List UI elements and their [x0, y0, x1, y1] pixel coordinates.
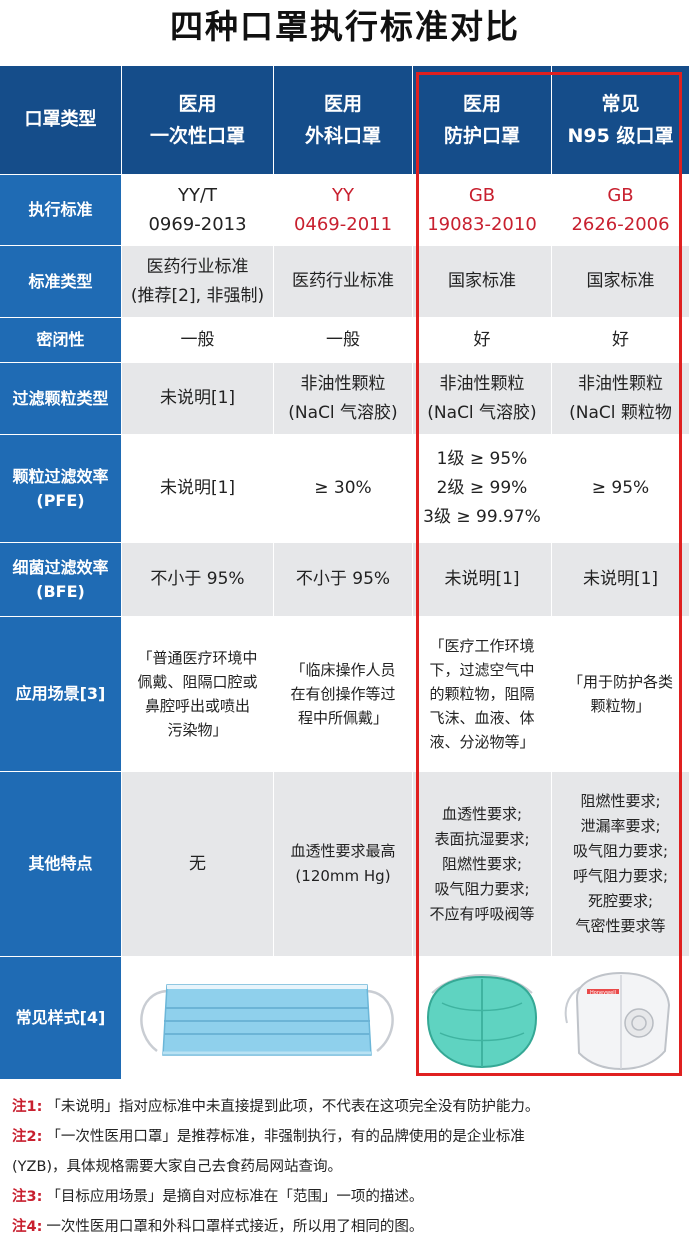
- mask-brand-label: Honeywell: [590, 990, 616, 996]
- cell-standard-type-disposable: 医药行业标准 (推荐[2], 非强制): [122, 246, 274, 318]
- row-label-style: 常见样式[4]: [0, 957, 122, 1080]
- row-label-bfe: 细菌过滤效率 (BFE): [0, 543, 122, 617]
- cell-pfe-surgical: ≥ 30%: [274, 435, 413, 543]
- row-label-seal: 密闭性: [0, 318, 122, 363]
- cell-standard-type-protective: 国家标准: [413, 246, 552, 318]
- note-text: 一次性医用口罩和外科口罩样式接近，所以用了相同的图。: [46, 1219, 424, 1235]
- page-title: 四种口罩执行标准对比: [170, 7, 520, 46]
- note-key: 注1:: [12, 1099, 43, 1115]
- cell-particle-type-n95: 非油性颗粒 (NaCl 颗粒物: [552, 363, 690, 435]
- cell-standard-surgical: YY 0469-2011: [274, 175, 413, 246]
- protective-mask-image: [413, 957, 552, 1080]
- note-2-continued: (YZB)，具体规格需要大家自己去食药局网站查询。: [12, 1152, 682, 1182]
- cell-particle-type-protective: 非油性颗粒 (NaCl 气溶胶): [413, 363, 552, 435]
- row-label-application: 应用场景[3]: [0, 617, 122, 772]
- note-text: 「目标应用场景」是摘自对应标准在「范围」一项的描述。: [46, 1189, 424, 1205]
- note-2: 注2: 「一次性医用口罩」是推荐标准，非强制执行，有的品牌使用的是企业标准: [12, 1122, 682, 1152]
- n95-mask-image: Honeywell: [552, 957, 690, 1080]
- cell-seal-protective: 好: [413, 318, 552, 363]
- note-text: 「未说明」指对应标准中未直接提到此项，不代表在这项完全没有防护能力。: [46, 1099, 540, 1115]
- cell-standard-type-n95: 国家标准: [552, 246, 690, 318]
- note-key: 注2:: [12, 1129, 43, 1145]
- cell-seal-surgical: 一般: [274, 318, 413, 363]
- cell-particle-type-surgical: 非油性颗粒 (NaCl 气溶胶): [274, 363, 413, 435]
- note-1: 注1: 「未说明」指对应标准中未直接提到此项，不代表在这项完全没有防护能力。: [12, 1092, 682, 1122]
- cell-pfe-disposable: 未说明[1]: [122, 435, 274, 543]
- header-col-disposable: 医用 一次性口罩: [122, 66, 274, 175]
- cell-application-surgical: 「临床操作人员 在有创操作等过 程中所佩戴」: [274, 617, 413, 772]
- cell-seal-n95: 好: [552, 318, 690, 363]
- surgical-mask-icon: [140, 984, 394, 1056]
- row-label-features: 其他特点: [0, 772, 122, 957]
- note-text: 「一次性医用口罩」是推荐标准，非强制执行，有的品牌使用的是企业标准: [46, 1129, 525, 1145]
- header-col-protective: 医用 防护口罩: [413, 66, 552, 175]
- note-4: 注4: 一次性医用口罩和外科口罩样式接近，所以用了相同的图。: [12, 1212, 682, 1242]
- footnotes: 注1: 「未说明」指对应标准中未直接提到此项，不代表在这项完全没有防护能力。 注2…: [12, 1092, 682, 1242]
- note-key: 注4:: [12, 1219, 43, 1235]
- cell-particle-type-disposable: 未说明[1]: [122, 363, 274, 435]
- comparison-table: 口罩类型 医用 一次性口罩 医用 外科口罩 医用 防护口罩 常见 N95 级口罩…: [0, 66, 690, 1080]
- cell-bfe-surgical: 不小于 95%: [274, 543, 413, 617]
- cell-standard-type-surgical: 医药行业标准: [274, 246, 413, 318]
- cell-standard-n95: GB 2626-2006: [552, 175, 690, 246]
- cell-seal-disposable: 一般: [122, 318, 274, 363]
- cell-application-disposable: 「普通医疗环境中 佩戴、阻隔口腔或 鼻腔呼出或喷出 污染物」: [122, 617, 274, 772]
- header-col-n95: 常见 N95 级口罩: [552, 66, 690, 175]
- row-label-particle-type: 过滤颗粒类型: [0, 363, 122, 435]
- row-label-pfe: 颗粒过滤效率 (PFE): [0, 435, 122, 543]
- cell-pfe-n95: ≥ 95%: [552, 435, 690, 543]
- surgical-mask-image: [122, 957, 413, 1080]
- cell-application-n95: 「用于防护各类 颗粒物」: [552, 617, 690, 772]
- row-label-standard: 执行标准: [0, 175, 122, 246]
- cell-features-surgical: 血透性要求最高 (120mm Hg): [274, 772, 413, 957]
- protective-mask-icon: [426, 974, 538, 1069]
- cell-bfe-protective: 未说明[1]: [413, 543, 552, 617]
- header-corner: 口罩类型: [0, 66, 122, 175]
- cell-features-protective: 血透性要求; 表面抗湿要求; 阻燃性要求; 吸气阻力要求; 不应有呼吸阀等: [413, 772, 552, 957]
- cell-features-disposable: 无: [122, 772, 274, 957]
- cell-application-protective: 「医疗工作环境 下，过滤空气中 的颗粒物，阻隔 飞沫、血液、体 液、分泌物等」: [413, 617, 552, 772]
- note-key: 注3:: [12, 1189, 43, 1205]
- n95-mask-icon: Honeywell: [564, 971, 670, 1071]
- cell-pfe-protective: 1级 ≥ 95% 2级 ≥ 99% 3级 ≥ 99.97%: [413, 435, 552, 543]
- cell-standard-protective: GB 19083-2010: [413, 175, 552, 246]
- note-text: (YZB)，具体规格需要大家自己去食药局网站查询。: [12, 1159, 343, 1175]
- cell-bfe-n95: 未说明[1]: [552, 543, 690, 617]
- cell-standard-disposable: YY/T 0969-2013: [122, 175, 274, 246]
- cell-bfe-disposable: 不小于 95%: [122, 543, 274, 617]
- row-label-standard-type: 标准类型: [0, 246, 122, 318]
- cell-features-n95: 阻燃性要求; 泄漏率要求; 吸气阻力要求; 呼气阻力要求; 死腔要求; 气密性要…: [552, 772, 690, 957]
- note-3: 注3: 「目标应用场景」是摘自对应标准在「范围」一项的描述。: [12, 1182, 682, 1212]
- header-col-surgical: 医用 外科口罩: [274, 66, 413, 175]
